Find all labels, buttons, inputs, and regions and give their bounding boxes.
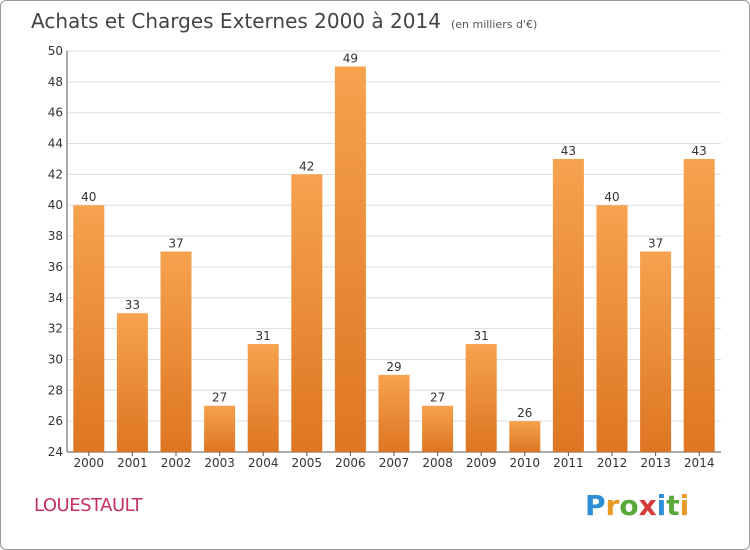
bar bbox=[683, 158, 715, 452]
y-tick-label: 36 bbox=[48, 260, 63, 274]
bar bbox=[291, 174, 323, 452]
x-tick-label: 2011 bbox=[553, 456, 584, 470]
bar bbox=[204, 405, 236, 452]
chart-title-text: Achats et Charges Externes 2000 à 2014 bbox=[31, 9, 441, 33]
data-label: 43 bbox=[692, 144, 707, 158]
x-tick-label: 2012 bbox=[597, 456, 628, 470]
bar bbox=[116, 313, 148, 452]
chart-subtitle: (en milliers d'€) bbox=[450, 18, 538, 31]
y-tick-label: 28 bbox=[48, 383, 63, 397]
bar bbox=[247, 344, 279, 452]
y-tick-label: 32 bbox=[48, 322, 63, 336]
bar bbox=[596, 205, 628, 452]
y-tick-label: 46 bbox=[48, 106, 63, 120]
bar bbox=[640, 251, 672, 452]
data-label: 49 bbox=[343, 51, 358, 65]
data-label: 42 bbox=[299, 159, 314, 173]
data-label: 43 bbox=[561, 144, 576, 158]
x-tick-label: 2004 bbox=[248, 456, 279, 470]
x-tick-label: 2008 bbox=[422, 456, 453, 470]
data-label: 27 bbox=[212, 391, 227, 405]
bar bbox=[73, 205, 105, 452]
x-tick-label: 2013 bbox=[640, 456, 671, 470]
x-tick-label: 2002 bbox=[161, 456, 192, 470]
bar bbox=[465, 344, 497, 452]
bar bbox=[378, 374, 410, 452]
y-tick-label: 30 bbox=[48, 352, 63, 366]
x-tick-label: 2000 bbox=[74, 456, 105, 470]
bar bbox=[509, 421, 541, 452]
y-tick-label: 34 bbox=[48, 291, 63, 305]
bar bbox=[552, 158, 584, 452]
y-tick-label: 38 bbox=[48, 229, 63, 243]
bar bbox=[160, 251, 192, 452]
x-tick-label: 2007 bbox=[379, 456, 410, 470]
data-label: 29 bbox=[386, 360, 401, 374]
proxiti-logo: Proxiti bbox=[585, 489, 689, 522]
data-label: 40 bbox=[604, 190, 619, 204]
x-tick-label: 2003 bbox=[204, 456, 235, 470]
y-tick-label: 24 bbox=[48, 445, 63, 459]
bar bbox=[422, 405, 454, 452]
y-tick-label: 26 bbox=[48, 414, 63, 428]
data-label: 26 bbox=[517, 406, 532, 420]
y-tick-label: 44 bbox=[48, 137, 63, 151]
location-name: LOUESTAULT bbox=[34, 495, 143, 516]
chart-title: Achats et Charges Externes 2000 à 2014 (e… bbox=[31, 9, 537, 33]
bar bbox=[334, 66, 366, 452]
y-tick-label: 40 bbox=[48, 198, 63, 212]
data-label: 31 bbox=[474, 329, 489, 343]
x-tick-label: 2009 bbox=[466, 456, 497, 470]
x-tick-label: 2001 bbox=[117, 456, 148, 470]
y-tick-label: 48 bbox=[48, 75, 63, 89]
data-label: 27 bbox=[430, 391, 445, 405]
x-tick-label: 2010 bbox=[510, 456, 541, 470]
data-label: 33 bbox=[125, 298, 140, 312]
y-tick-label: 42 bbox=[48, 167, 63, 181]
x-tick-label: 2014 bbox=[684, 456, 715, 470]
data-label: 37 bbox=[168, 237, 183, 251]
svg-text:Proxiti: Proxiti bbox=[585, 489, 689, 522]
y-tick-label: 50 bbox=[48, 44, 63, 58]
x-tick-label: 2006 bbox=[335, 456, 366, 470]
data-label: 37 bbox=[648, 237, 663, 251]
data-label: 31 bbox=[256, 329, 271, 343]
x-tick-label: 2005 bbox=[292, 456, 323, 470]
data-label: 40 bbox=[81, 190, 96, 204]
